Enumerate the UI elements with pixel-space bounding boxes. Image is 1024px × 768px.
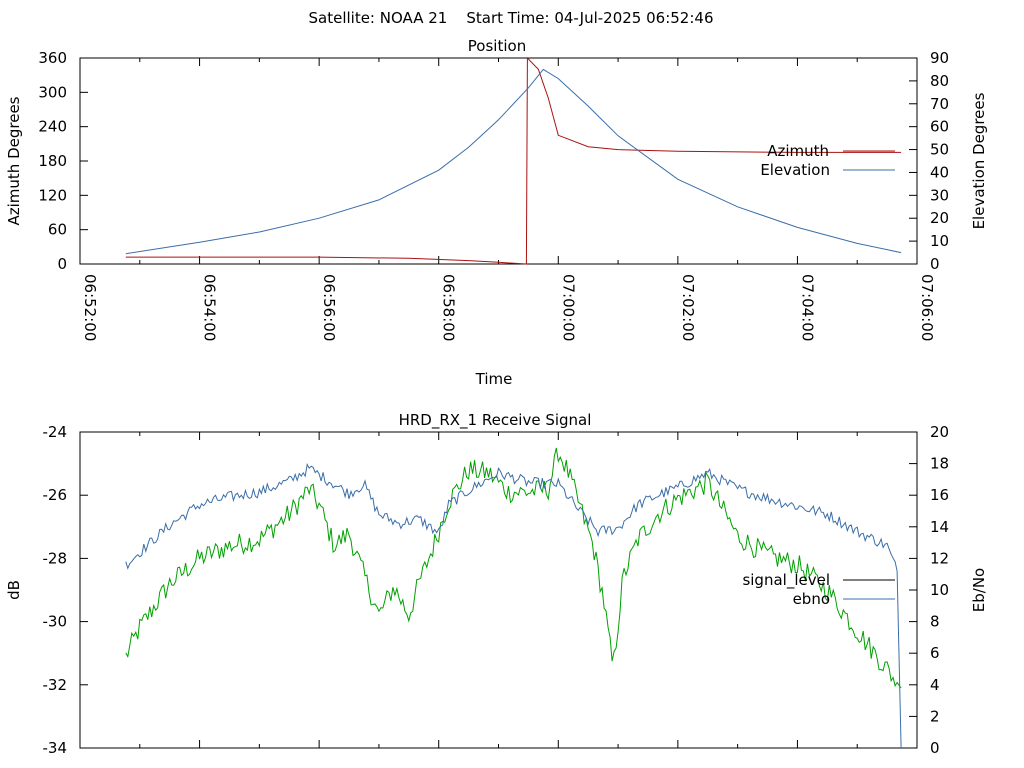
y-tick-label: 120 (38, 186, 67, 204)
signal-series-group (125, 447, 902, 749)
y2-tick-label: 8 (930, 613, 940, 631)
header-title: Satellite: NOAA 21 Start Time: 04-Jul-20… (309, 9, 714, 27)
y-tick-label: -28 (43, 549, 68, 567)
position-tick-group: 06:52:00 06:54:00 06:56:00 06:58:00 07:00:00… (38, 49, 949, 341)
y-tick-label: -34 (43, 739, 68, 757)
y2-tick-label: 60 (930, 118, 949, 136)
y-tick-label: 300 (38, 83, 67, 101)
legend-azimuth-label: Azimuth (767, 142, 829, 160)
position-ylabel: Azimuth Degrees (5, 96, 23, 225)
x-tick-label: 06:58:00 (440, 274, 458, 341)
legend-ebno-label: ebno (793, 590, 830, 608)
y2-tick-label: 50 (930, 141, 949, 159)
y2-tick-label: 2 (930, 707, 940, 725)
x-tick-label: 07:06:00 (918, 274, 936, 341)
y2-tick-label: 0 (930, 739, 940, 757)
y2-tick-label: 70 (930, 95, 949, 113)
legend-elevation-label: Elevation (760, 161, 830, 179)
x-tick-label: 06:52:00 (81, 274, 99, 341)
y2-tick-label: 4 (930, 676, 940, 694)
x-tick-label: 07:04:00 (798, 274, 816, 341)
series-azimuth-line (125, 56, 902, 265)
signal-plot-frame (79, 431, 918, 749)
y-tick-label: -32 (43, 676, 68, 694)
signal-tick-group: -34 -32 -30 -28 -26 -24 0 2 4 6 8 10 12 14 16 18 20 (43, 423, 950, 757)
y2-tick-label: 10 (930, 232, 949, 250)
position-chart: Position 06:52:00 06:54:00 06:56:00 06:58:0… (5, 37, 988, 388)
y2-tick-label: 6 (930, 644, 940, 662)
position-xlabel: Time (475, 370, 513, 388)
y2-tick-label: 20 (930, 423, 949, 441)
y2-tick-label: 20 (930, 209, 949, 227)
y2-tick-label: 18 (930, 455, 949, 473)
signal-chart: HRD_RX_1 Receive Signal -34-32-30-28-26-… (5, 411, 988, 757)
position-series-group (125, 56, 902, 265)
y2-tick-label: 16 (930, 486, 949, 504)
y-tick-label: 60 (48, 221, 67, 239)
y-tick-label: 180 (38, 152, 67, 170)
x-tick-label: 06:56:00 (320, 274, 338, 341)
y2-tick-label: 30 (930, 186, 949, 204)
y2-tick-label: 90 (930, 49, 949, 67)
y-tick-label: -26 (43, 486, 68, 504)
signal-ylabel: dB (5, 580, 23, 600)
y-tick-label: -24 (43, 423, 68, 441)
y-tick-label: -30 (43, 613, 68, 631)
series-ebno-line (125, 462, 902, 749)
y2-tick-label: 12 (930, 549, 949, 567)
position-title: Position (468, 37, 526, 55)
x-tick-label: 07:00:00 (559, 274, 577, 341)
x-tick-label: 06:54:00 (201, 274, 219, 341)
y-tick-label: 360 (38, 49, 67, 67)
y2-tick-label: 10 (930, 581, 949, 599)
signal-title: HRD_RX_1 Receive Signal (399, 411, 592, 430)
signal-y2label: Eb/No (970, 568, 988, 612)
legend-signal-level-label: signal_level (742, 571, 830, 590)
y2-tick-label: 40 (930, 163, 949, 181)
series-elevation-line (125, 68, 902, 255)
y2-tick-label: 0 (930, 255, 940, 273)
x-tick-label: 07:02:00 (679, 274, 697, 341)
y-tick-label: 0 (57, 255, 67, 273)
position-y2label: Elevation Degrees (970, 92, 988, 229)
series-signal-level-line (125, 447, 902, 689)
y2-tick-label: 14 (930, 518, 949, 536)
y-tick-label: 240 (38, 118, 67, 136)
y2-tick-label: 80 (930, 72, 949, 90)
